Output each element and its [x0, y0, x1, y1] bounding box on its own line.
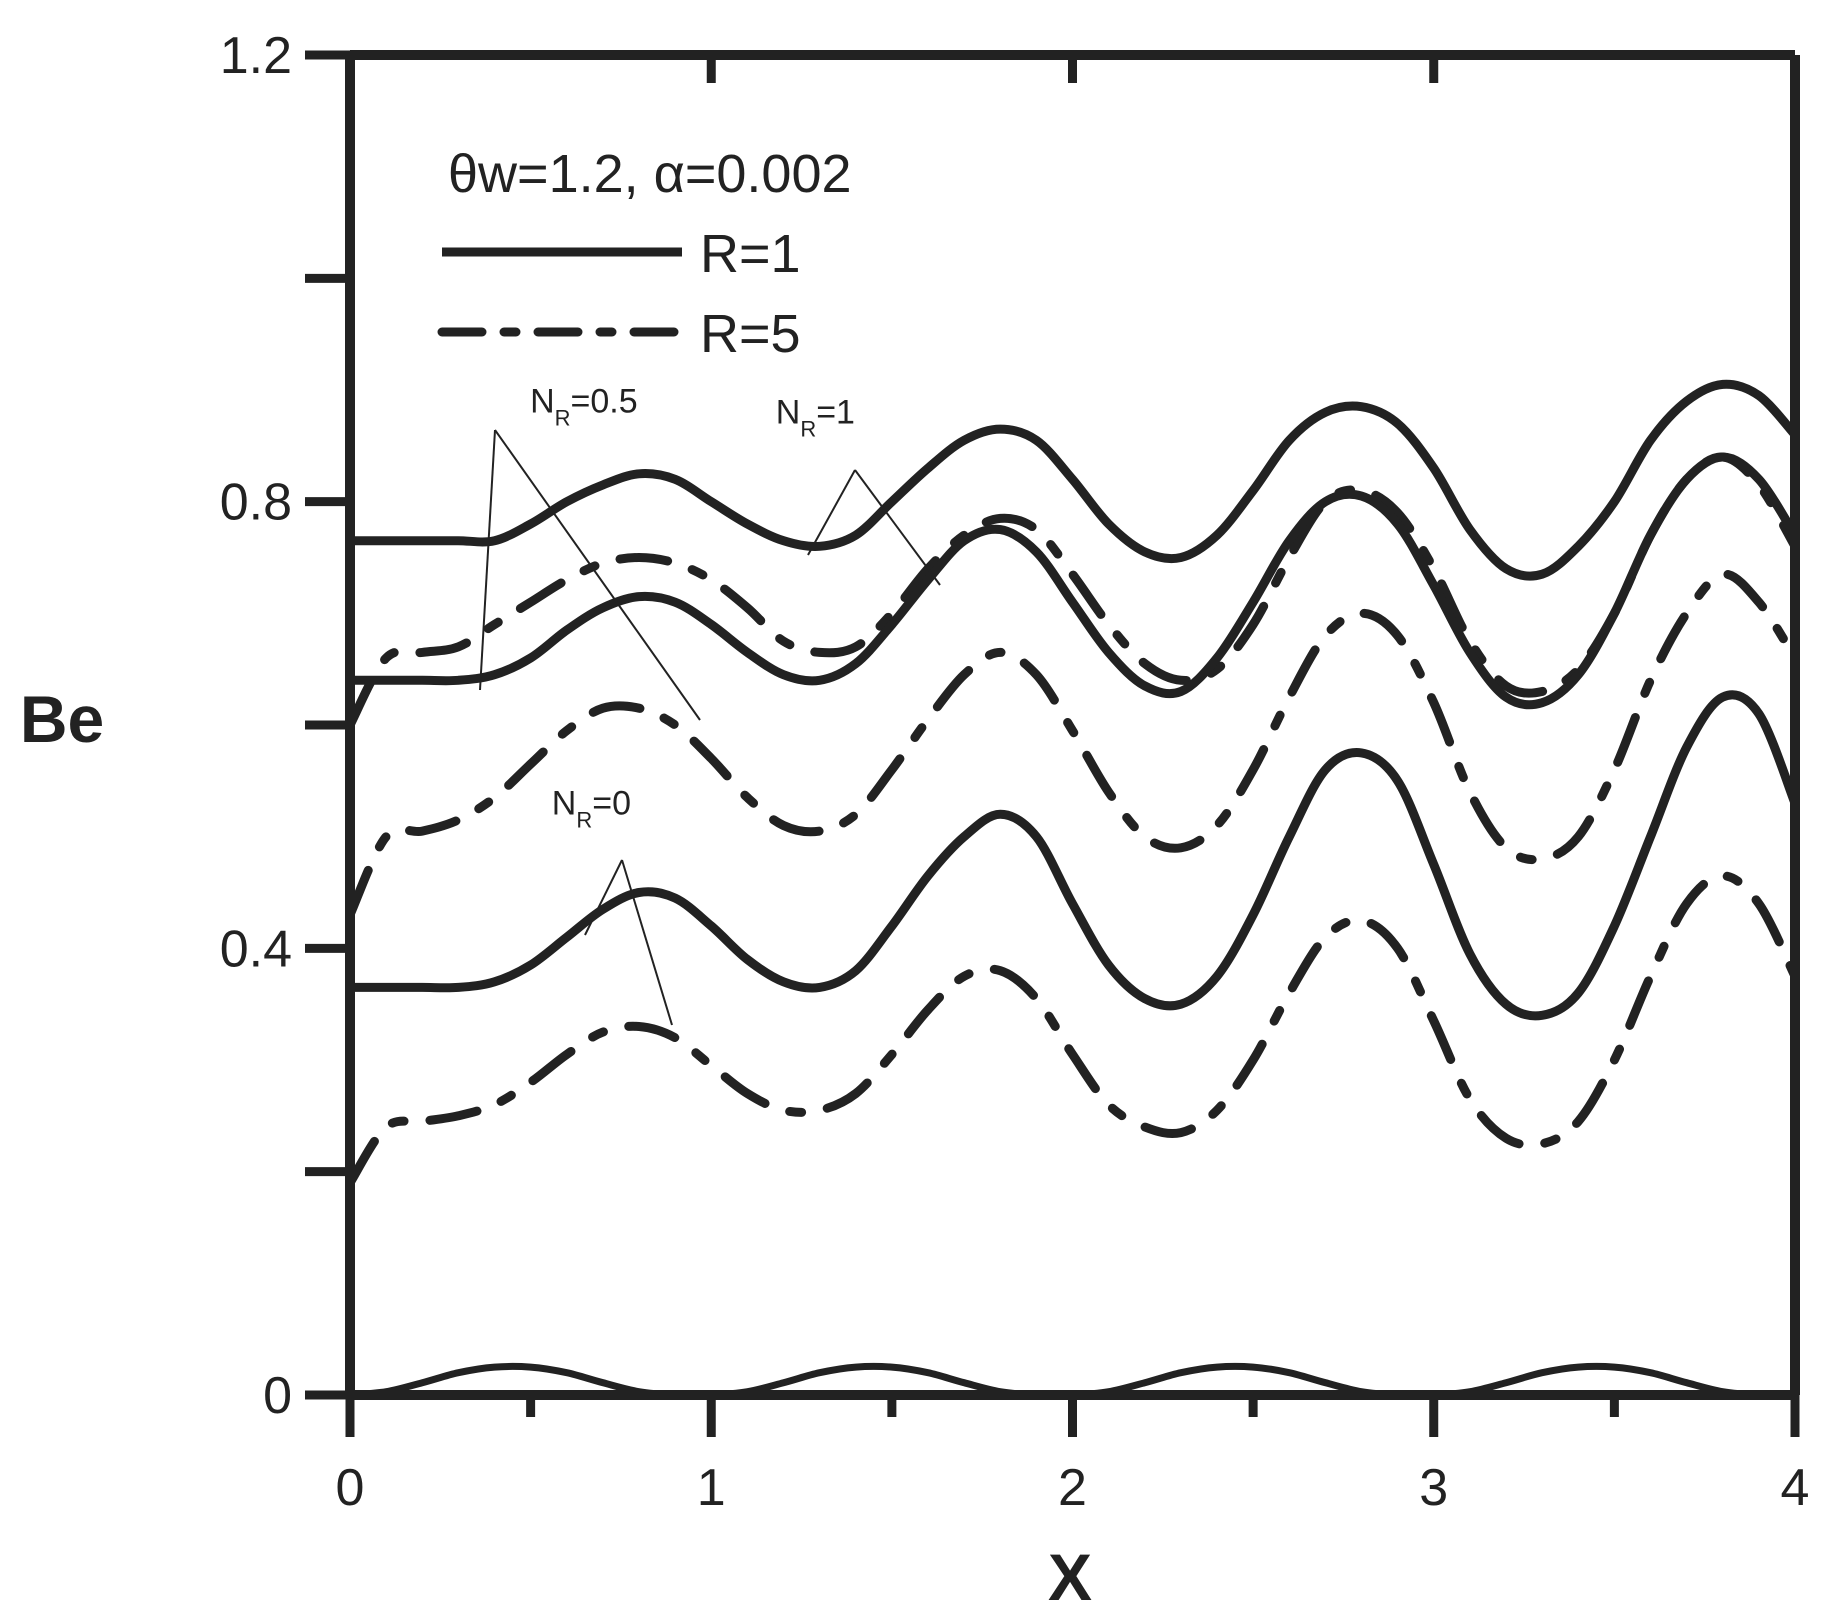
annotation-leader-line	[494, 429, 701, 721]
annotation-label: NR=0	[552, 784, 631, 832]
annotation-leader-line	[854, 469, 941, 586]
annotation-leader-line	[807, 469, 856, 556]
annotation-leader-line	[584, 859, 623, 936]
y-tick-label: 0.8	[220, 474, 292, 532]
x-tick-label: 0	[336, 1459, 365, 1517]
y-tick-label: 1.2	[220, 27, 292, 85]
y-tick-label: 0.4	[220, 920, 292, 978]
legend-label-r1: R=1	[700, 224, 801, 284]
x-tick-label: 1	[697, 1459, 726, 1517]
annotation-leader-line	[479, 429, 496, 691]
legend-header: θw=1.2, α=0.002	[448, 144, 852, 204]
annotations-layer: NR=0.5 NR=1 NR=0	[479, 382, 941, 1026]
x-axis-title: X	[1048, 1540, 1092, 1614]
y-tick-label: 0	[263, 1367, 292, 1425]
series-line-nr-0-dashdot	[345, 871, 1800, 1188]
series-line-nr-1-dashdot	[345, 452, 1800, 730]
x-tick-label: 2	[1058, 1459, 1087, 1517]
annotation-label: NR=1	[776, 394, 855, 442]
legend: θw=1.2, α=0.002 R=1 R=5	[437, 144, 852, 364]
series-line-nr-0p5-solid	[345, 452, 1800, 710]
x-tick-label: 3	[1419, 1459, 1448, 1517]
x-tick-label: 4	[1781, 1459, 1810, 1517]
series-line-nr-0-solid	[345, 690, 1800, 1021]
series-line-nr-1-solid	[345, 379, 1800, 581]
series-line-nr-0p5-dashdot	[345, 569, 1800, 920]
annotation-leader-line	[621, 859, 673, 1026]
annotation-label: NR=0.5	[530, 382, 638, 430]
legend-label-r5: R=5	[700, 304, 801, 364]
curves-layer	[345, 379, 1800, 1399]
ticks-layer: 0 0.4 0.8 1.2 0 1 2 3 4	[220, 27, 1810, 1517]
y-axis-title: Be	[20, 682, 104, 756]
